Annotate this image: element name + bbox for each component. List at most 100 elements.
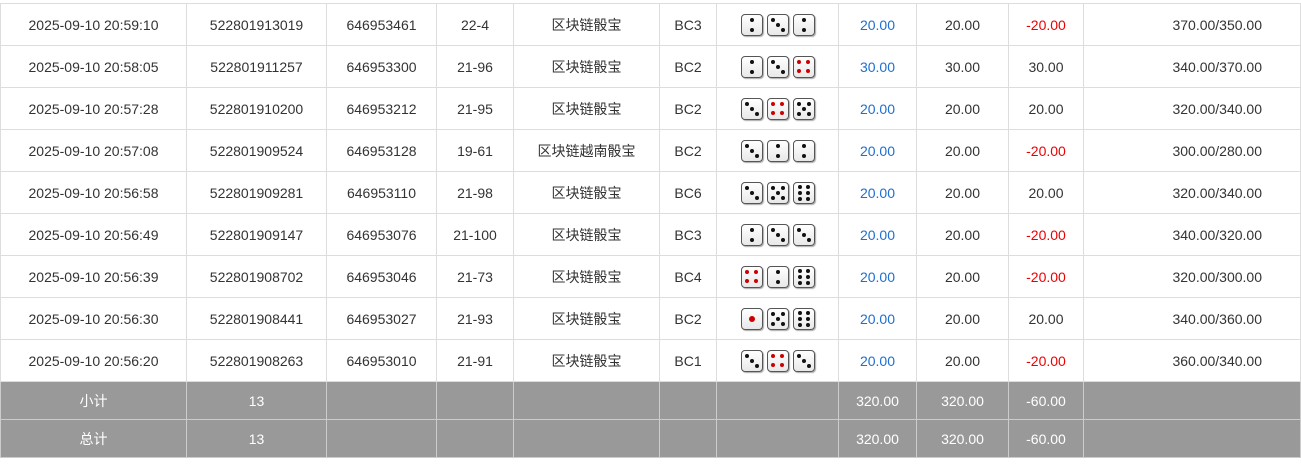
bet-type-cell: BC2	[659, 297, 717, 340]
issue-cell: 646953076	[326, 213, 437, 256]
balance-cell: 370.00/350.00	[1083, 3, 1301, 46]
subtotal-label: 小计	[0, 381, 187, 420]
dice-2-icon	[740, 13, 763, 36]
time-cell: 2025-09-10 20:58:05	[0, 45, 187, 88]
bet-type-cell: BC2	[659, 87, 717, 130]
total-valid: 320.00	[916, 419, 1009, 458]
game-cell: 区块链骰宝	[513, 171, 660, 214]
stake-cell: 20.00	[838, 3, 917, 46]
stake-cell: 20.00	[838, 339, 917, 382]
game-cell: 区块链越南骰宝	[513, 129, 660, 172]
order-id-cell: 522801909147	[186, 213, 327, 256]
table-cell: 21-100	[436, 213, 514, 256]
order-id-cell: 522801908263	[186, 339, 327, 382]
total-row: 总计 13 320.00 320.00 -60.00	[0, 419, 1301, 458]
stake-cell: 20.00	[838, 87, 917, 130]
bet-type-cell: BC2	[659, 45, 717, 88]
issue-cell: 646953128	[326, 129, 437, 172]
order-id-cell: 522801910200	[186, 87, 327, 130]
bet-type-cell: BC3	[659, 3, 717, 46]
order-id-cell: 522801911257	[186, 45, 327, 88]
issue-cell: 646953046	[326, 255, 437, 298]
dice-cell	[716, 45, 839, 88]
table-row: 2025-09-10 20:58:05 522801911257 646953300…	[0, 45, 1301, 88]
valid-bet-cell: 20.00	[916, 129, 1009, 172]
win-loss-cell: -20.00	[1008, 3, 1084, 46]
dice-3-icon	[766, 55, 789, 78]
table-row: 2025-09-10 20:57:28 522801910200 646953212…	[0, 87, 1301, 130]
win-loss-cell: 20.00	[1008, 87, 1084, 130]
table-cell: 21-96	[436, 45, 514, 88]
total-label: 总计	[0, 419, 187, 458]
table-row: 2025-09-10 20:59:10 522801913019 646953461…	[0, 3, 1301, 46]
dice-4-icon	[740, 265, 763, 288]
order-id-cell: 522801913019	[186, 3, 327, 46]
game-cell: 区块链骰宝	[513, 255, 660, 298]
bet-type-cell: BC6	[659, 171, 717, 214]
dice-cell	[716, 87, 839, 130]
table-cell: 19-61	[436, 129, 514, 172]
dice-3-icon	[740, 181, 763, 204]
table-cell: 22-4	[436, 3, 514, 46]
dice-2-icon	[740, 55, 763, 78]
time-cell: 2025-09-10 20:56:30	[0, 297, 187, 340]
game-cell: 区块链骰宝	[513, 297, 660, 340]
order-id-cell: 522801908702	[186, 255, 327, 298]
balance-cell: 320.00/340.00	[1083, 171, 1301, 214]
valid-bet-cell: 20.00	[916, 339, 1009, 382]
time-cell: 2025-09-10 20:57:28	[0, 87, 187, 130]
time-cell: 2025-09-10 20:56:58	[0, 171, 187, 214]
subtotal-count: 13	[186, 381, 327, 420]
time-cell: 2025-09-10 20:56:39	[0, 255, 187, 298]
time-cell: 2025-09-10 20:56:20	[0, 339, 187, 382]
valid-bet-cell: 20.00	[916, 213, 1009, 256]
balance-cell: 360.00/340.00	[1083, 339, 1301, 382]
dice-cell	[716, 297, 839, 340]
table-row: 2025-09-10 20:56:39 522801908702 646953046…	[0, 255, 1301, 298]
issue-cell: 646953461	[326, 3, 437, 46]
bet-type-cell: BC4	[659, 255, 717, 298]
table-cell: 21-93	[436, 297, 514, 340]
order-id-cell: 522801908441	[186, 297, 327, 340]
bet-type-cell: BC3	[659, 213, 717, 256]
stake-cell: 20.00	[838, 297, 917, 340]
dice-6-icon	[792, 265, 815, 288]
valid-bet-cell: 20.00	[916, 3, 1009, 46]
dice-cell	[716, 255, 839, 298]
table-row: 2025-09-10 20:56:58 522801909281 646953110…	[0, 171, 1301, 214]
win-loss-cell: -20.00	[1008, 129, 1084, 172]
time-cell: 2025-09-10 20:57:08	[0, 129, 187, 172]
time-cell: 2025-09-10 20:56:49	[0, 213, 187, 256]
dice-5-icon	[766, 181, 789, 204]
game-cell: 区块链骰宝	[513, 339, 660, 382]
subtotal-row: 小计 13 320.00 320.00 -60.00	[0, 381, 1301, 420]
valid-bet-cell: 20.00	[916, 297, 1009, 340]
balance-cell: 300.00/280.00	[1083, 129, 1301, 172]
dice-cell	[716, 339, 839, 382]
table-row: 2025-09-10 20:56:49 522801909147 646953076…	[0, 213, 1301, 256]
stake-cell: 20.00	[838, 171, 917, 214]
bet-type-cell: BC1	[659, 339, 717, 382]
win-loss-cell: -20.00	[1008, 339, 1084, 382]
game-cell: 区块链骰宝	[513, 87, 660, 130]
stake-cell: 20.00	[838, 129, 917, 172]
game-cell: 区块链骰宝	[513, 3, 660, 46]
stake-cell: 20.00	[838, 213, 917, 256]
valid-bet-cell: 20.00	[916, 87, 1009, 130]
stake-cell: 20.00	[838, 255, 917, 298]
stake-cell: 30.00	[838, 45, 917, 88]
dice-3-icon	[740, 97, 763, 120]
table-row: 2025-09-10 20:57:08 522801909524 646953128…	[0, 129, 1301, 172]
dice-1-icon	[740, 307, 763, 330]
table-cell: 21-98	[436, 171, 514, 214]
win-loss-cell: 20.00	[1008, 297, 1084, 340]
dice-3-icon	[792, 223, 815, 246]
game-cell: 区块链骰宝	[513, 213, 660, 256]
dice-cell	[716, 213, 839, 256]
valid-bet-cell: 20.00	[916, 171, 1009, 214]
balance-cell: 320.00/300.00	[1083, 255, 1301, 298]
dice-cell	[716, 171, 839, 214]
dice-3-icon	[740, 349, 763, 372]
balance-cell: 320.00/340.00	[1083, 87, 1301, 130]
issue-cell: 646953110	[326, 171, 437, 214]
